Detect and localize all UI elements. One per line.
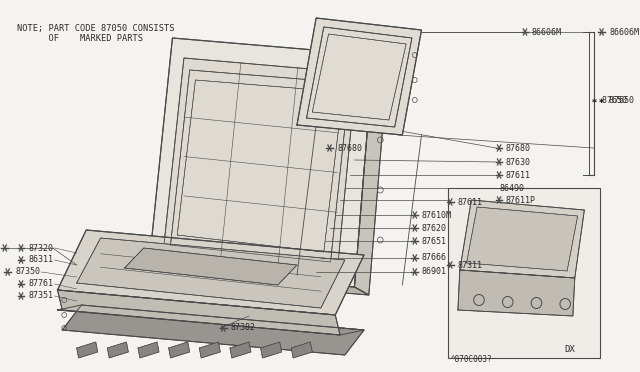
- Text: 86311: 86311: [29, 256, 54, 264]
- Polygon shape: [77, 342, 98, 358]
- Polygon shape: [230, 342, 251, 358]
- Text: OF    MARKED PARTS: OF MARKED PARTS: [17, 33, 143, 42]
- Polygon shape: [355, 55, 388, 295]
- Polygon shape: [297, 18, 422, 135]
- Polygon shape: [108, 342, 129, 358]
- Text: 87666: 87666: [422, 253, 447, 263]
- Polygon shape: [168, 342, 189, 358]
- Polygon shape: [199, 342, 220, 358]
- Text: 87680: 87680: [337, 144, 362, 153]
- Polygon shape: [138, 342, 159, 358]
- Polygon shape: [458, 270, 575, 316]
- Polygon shape: [163, 58, 356, 272]
- Bar: [449, 188, 600, 358]
- Text: DX: DX: [564, 346, 575, 355]
- Text: 87761: 87761: [29, 279, 54, 289]
- Text: 87611: 87611: [506, 170, 531, 180]
- Text: 87620: 87620: [422, 224, 447, 232]
- Polygon shape: [58, 305, 364, 335]
- Text: 87630: 87630: [506, 157, 531, 167]
- Polygon shape: [62, 305, 364, 355]
- Polygon shape: [77, 238, 345, 308]
- Text: 87320: 87320: [29, 244, 54, 253]
- Polygon shape: [148, 38, 374, 287]
- Polygon shape: [58, 230, 364, 315]
- Text: ^870C003?: ^870C003?: [451, 356, 492, 365]
- Text: 87610M: 87610M: [422, 211, 451, 219]
- Text: 87611P: 87611P: [506, 196, 536, 205]
- Text: 87351: 87351: [29, 292, 54, 301]
- Text: 87311: 87311: [458, 260, 483, 269]
- Text: 87611: 87611: [458, 198, 483, 206]
- Polygon shape: [58, 290, 340, 335]
- Text: 86606M: 86606M: [609, 28, 639, 36]
- Text: 86606M: 86606M: [532, 28, 562, 36]
- Text: 86490: 86490: [499, 183, 524, 192]
- Text: ✱ 87650: ✱ 87650: [599, 96, 634, 105]
- Polygon shape: [260, 342, 282, 358]
- Polygon shape: [291, 342, 312, 358]
- Text: 87350: 87350: [15, 267, 40, 276]
- Text: ✱ 87650: ✱ 87650: [592, 96, 627, 105]
- Polygon shape: [467, 207, 578, 271]
- Text: 87382: 87382: [231, 324, 256, 333]
- Polygon shape: [125, 248, 297, 285]
- Text: 87651: 87651: [422, 237, 447, 246]
- Polygon shape: [148, 270, 369, 295]
- Text: NOTE; PART CODE 87050 CONSISTS: NOTE; PART CODE 87050 CONSISTS: [17, 23, 175, 32]
- Polygon shape: [460, 200, 584, 278]
- Text: 86901: 86901: [422, 267, 447, 276]
- Text: 87680: 87680: [506, 144, 531, 153]
